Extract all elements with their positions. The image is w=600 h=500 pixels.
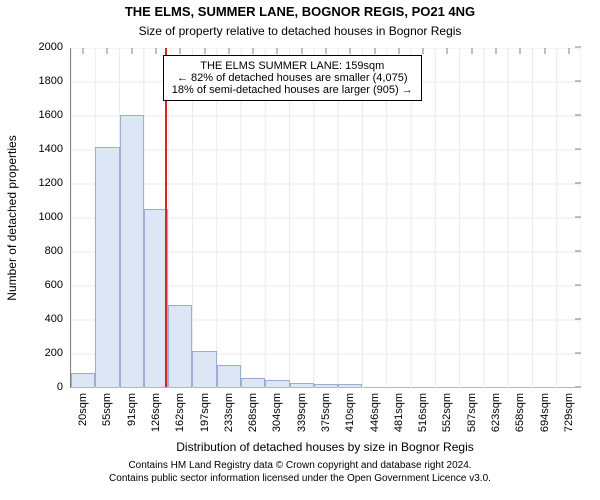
y-tick-mark bbox=[575, 183, 581, 184]
y-tick-label: 600 bbox=[45, 279, 71, 291]
y-tick-label: 1600 bbox=[39, 109, 71, 121]
annotation-box: THE ELMS SUMMER LANE: 159sqm ← 82% of de… bbox=[163, 55, 422, 101]
y-tick-mark bbox=[575, 387, 581, 388]
bar bbox=[192, 351, 216, 387]
x-tick-label: 91sqm bbox=[126, 387, 138, 426]
x-tick-label: 481sqm bbox=[393, 387, 405, 432]
y-tick-label: 0 bbox=[57, 381, 71, 393]
x-tick-mark bbox=[277, 48, 278, 54]
x-tick-mark bbox=[301, 48, 302, 54]
x-tick-label: 55sqm bbox=[101, 387, 113, 426]
bar bbox=[71, 373, 95, 387]
x-tick-mark bbox=[204, 48, 205, 54]
y-tick-label: 800 bbox=[45, 245, 71, 257]
x-tick-label: 375sqm bbox=[320, 387, 332, 432]
x-tick-label: 552sqm bbox=[441, 387, 453, 432]
x-tick-mark bbox=[544, 48, 545, 54]
x-tick-mark bbox=[423, 48, 424, 54]
y-tick-mark bbox=[575, 149, 581, 150]
y-tick-mark bbox=[575, 251, 581, 252]
x-tick-label: 197sqm bbox=[199, 387, 211, 432]
chart-container: { "title": "THE ELMS, SUMMER LANE, BOGNO… bbox=[0, 0, 600, 500]
bar bbox=[241, 378, 265, 387]
x-tick-label: 339sqm bbox=[296, 387, 308, 432]
x-tick-label: 126sqm bbox=[150, 387, 162, 432]
x-tick-mark bbox=[83, 48, 84, 54]
x-tick-mark bbox=[131, 48, 132, 54]
x-tick-mark bbox=[350, 48, 351, 54]
plot-area: THE ELMS SUMMER LANE: 159sqm ← 82% of de… bbox=[70, 48, 580, 388]
y-tick-label: 400 bbox=[45, 313, 71, 325]
footer-line-1: Contains HM Land Registry data © Crown c… bbox=[0, 460, 600, 473]
x-tick-mark bbox=[568, 48, 569, 54]
x-tick-mark bbox=[520, 48, 521, 54]
y-tick-label: 1200 bbox=[39, 177, 71, 189]
x-tick-label: 587sqm bbox=[466, 387, 478, 432]
x-axis-label: Distribution of detached houses by size … bbox=[70, 440, 580, 454]
annotation-line-1: THE ELMS SUMMER LANE: 159sqm bbox=[172, 60, 413, 72]
x-tick-label: 446sqm bbox=[369, 387, 381, 432]
x-tick-label: 20sqm bbox=[77, 387, 89, 426]
x-tick-label: 658sqm bbox=[514, 387, 526, 432]
x-tick-mark bbox=[496, 48, 497, 54]
y-tick-mark bbox=[575, 285, 581, 286]
x-tick-mark bbox=[374, 48, 375, 54]
y-axis-label: Number of detached properties bbox=[5, 48, 19, 388]
x-tick-label: 304sqm bbox=[271, 387, 283, 432]
x-tick-label: 162sqm bbox=[174, 387, 186, 432]
y-tick-label: 200 bbox=[45, 347, 71, 359]
y-tick-mark bbox=[575, 353, 581, 354]
x-tick-mark bbox=[253, 48, 254, 54]
y-tick-label: 1800 bbox=[39, 75, 71, 87]
bar bbox=[168, 305, 192, 387]
x-tick-mark bbox=[447, 48, 448, 54]
x-tick-mark bbox=[471, 48, 472, 54]
x-tick-mark bbox=[156, 48, 157, 54]
y-tick-mark bbox=[575, 47, 581, 48]
annotation-line-3: 18% of semi-detached houses are larger (… bbox=[172, 84, 413, 96]
y-tick-mark bbox=[575, 115, 581, 116]
y-tick-mark bbox=[575, 217, 581, 218]
x-tick-mark bbox=[107, 48, 108, 54]
x-tick-mark bbox=[326, 48, 327, 54]
x-tick-label: 410sqm bbox=[344, 387, 356, 432]
bar bbox=[217, 365, 241, 387]
footer-line-2: Contains public sector information licen… bbox=[0, 473, 600, 486]
y-tick-mark bbox=[575, 319, 581, 320]
annotation-line-2: ← 82% of detached houses are smaller (4,… bbox=[172, 72, 413, 84]
x-tick-label: 623sqm bbox=[490, 387, 502, 432]
y-tick-label: 1000 bbox=[39, 211, 71, 223]
x-tick-label: 233sqm bbox=[223, 387, 235, 432]
y-tick-mark bbox=[575, 81, 581, 82]
y-tick-label: 2000 bbox=[39, 41, 71, 53]
x-tick-label: 694sqm bbox=[539, 387, 551, 432]
footer: Contains HM Land Registry data © Crown c… bbox=[0, 460, 600, 485]
x-tick-label: 268sqm bbox=[247, 387, 259, 432]
x-tick-label: 729sqm bbox=[563, 387, 575, 432]
y-tick-label: 1400 bbox=[39, 143, 71, 155]
bar bbox=[265, 380, 289, 387]
bar bbox=[95, 147, 119, 387]
x-tick-mark bbox=[180, 48, 181, 54]
x-tick-mark bbox=[228, 48, 229, 54]
x-tick-label: 516sqm bbox=[417, 387, 429, 432]
x-tick-mark bbox=[398, 48, 399, 54]
bar bbox=[120, 115, 144, 387]
chart-title: THE ELMS, SUMMER LANE, BOGNOR REGIS, PO2… bbox=[0, 4, 600, 19]
chart-subtitle: Size of property relative to detached ho… bbox=[0, 24, 600, 38]
